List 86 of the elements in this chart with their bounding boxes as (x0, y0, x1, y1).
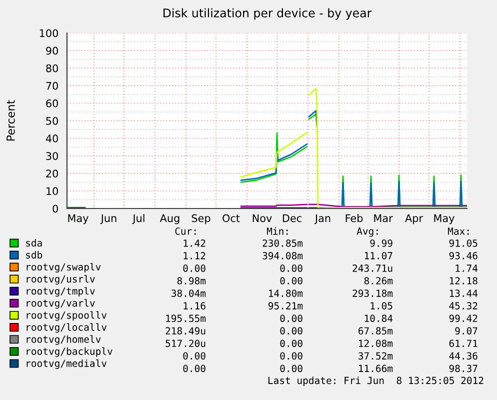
legend-label: rootvg/backuplv (26, 347, 112, 357)
y-tick-label: 30 (46, 152, 58, 160)
text: Avg: (356, 228, 378, 237)
text: 9.07 (455, 327, 478, 335)
text: 1.42 (184, 239, 206, 247)
text: 8.26m (364, 277, 393, 284)
text: 230.85m (262, 239, 303, 247)
text: 0.00 (183, 264, 206, 272)
x-tick-label: May (434, 214, 454, 224)
text: 0.00 (183, 352, 206, 360)
y-tick-label: 80 (46, 64, 58, 72)
text: 12.18 (450, 277, 478, 284)
legend-label: rootvg/locallv (26, 323, 107, 333)
y-axis-title: Percent (6, 100, 15, 141)
y-tick-label: 40 (46, 134, 58, 142)
text: Cur: (175, 227, 196, 235)
legend-label: rootvg/homelv (26, 335, 101, 345)
text: 10.84 (364, 314, 393, 322)
text: 0.00 (280, 264, 302, 272)
text: 1.74 (456, 264, 478, 272)
y-tick-label: 60 (46, 99, 58, 108)
text: 8.98m (177, 277, 206, 284)
text: 95.21m (268, 302, 303, 310)
x-tick-label: Apr (405, 214, 424, 224)
x-tick-label: Mar (374, 214, 393, 222)
text: 517.20u (166, 340, 206, 348)
text: 0.00 (280, 277, 302, 284)
text: 12.08m (359, 340, 393, 348)
text: 99.42 (449, 314, 478, 322)
text: Min: (266, 227, 288, 235)
y-tick-label: 90 (46, 46, 58, 55)
text: 0.00 (280, 364, 302, 372)
chart-title: Disk utilization per device - by year (163, 8, 372, 20)
x-tick-label: Jul (132, 214, 144, 224)
y-tick-label: 20 (46, 170, 58, 178)
text: 0.00 (183, 364, 206, 372)
x-tick-label: May (68, 214, 88, 224)
legend-label: rootvg/tmplv (26, 287, 95, 297)
text: 11.07 (364, 252, 392, 260)
y-tick-label: 100 (40, 29, 58, 38)
legend-label: rootvg/spoollv (26, 311, 107, 321)
text: 195.55m (166, 314, 206, 322)
legend-label: sda (26, 239, 42, 247)
text: 218.49u (166, 327, 206, 335)
text: 394.08m (262, 252, 303, 260)
x-tick-label: Dec (282, 214, 302, 222)
text: 0.00 (280, 340, 302, 348)
x-tick-label: Nov (252, 214, 272, 222)
legend-label: rootvg/usrlv (26, 275, 95, 285)
text: 61.71 (449, 340, 478, 348)
legend-label: sdb (26, 251, 42, 259)
text: 1.05 (370, 302, 392, 310)
text: 293.18m (352, 290, 393, 297)
text: 11.66m (359, 364, 393, 372)
text: 91.05 (449, 239, 478, 247)
x-tick-label: Jan (314, 214, 330, 224)
text: 98.37 (449, 364, 478, 372)
y-tick-label: 50 (46, 116, 58, 125)
text: 14.80m (269, 290, 303, 297)
text: 38.04m (172, 290, 206, 297)
text: 1.12 (184, 252, 206, 260)
x-tick-label: Aug (160, 214, 180, 224)
text: 0.00 (280, 327, 302, 335)
x-tick-label: Sep (192, 214, 210, 224)
y-tick-label: 0 (52, 204, 58, 213)
x-tick-label: Oct (222, 214, 240, 222)
text: 44.36 (449, 352, 478, 360)
text: 93.46 (449, 252, 478, 260)
text: 13.44 (450, 290, 478, 297)
text: 9.99 (370, 239, 392, 247)
text: 243.71u (352, 264, 392, 272)
text: 45.32 (449, 302, 478, 310)
text: Last update: Fri Jun 8 13:25:05 2012 (268, 376, 484, 386)
y-tick-label: 10 (46, 187, 58, 196)
x-tick-label: Jun (100, 214, 116, 224)
x-tick-label: Feb (346, 214, 363, 222)
text: 0.00 (280, 352, 302, 360)
text: 0.00 (280, 314, 302, 322)
text: Max: (448, 228, 469, 235)
text: 1.16 (184, 302, 206, 310)
legend-label: rootvg/medialv (26, 359, 107, 369)
legend-label: rootvg/varlv (26, 299, 95, 309)
y-tick-label: 70 (46, 82, 58, 90)
text: 37.52m (358, 352, 393, 360)
legend-label: rootvg/swaplv (26, 262, 101, 273)
text: 67.85m (358, 327, 393, 335)
